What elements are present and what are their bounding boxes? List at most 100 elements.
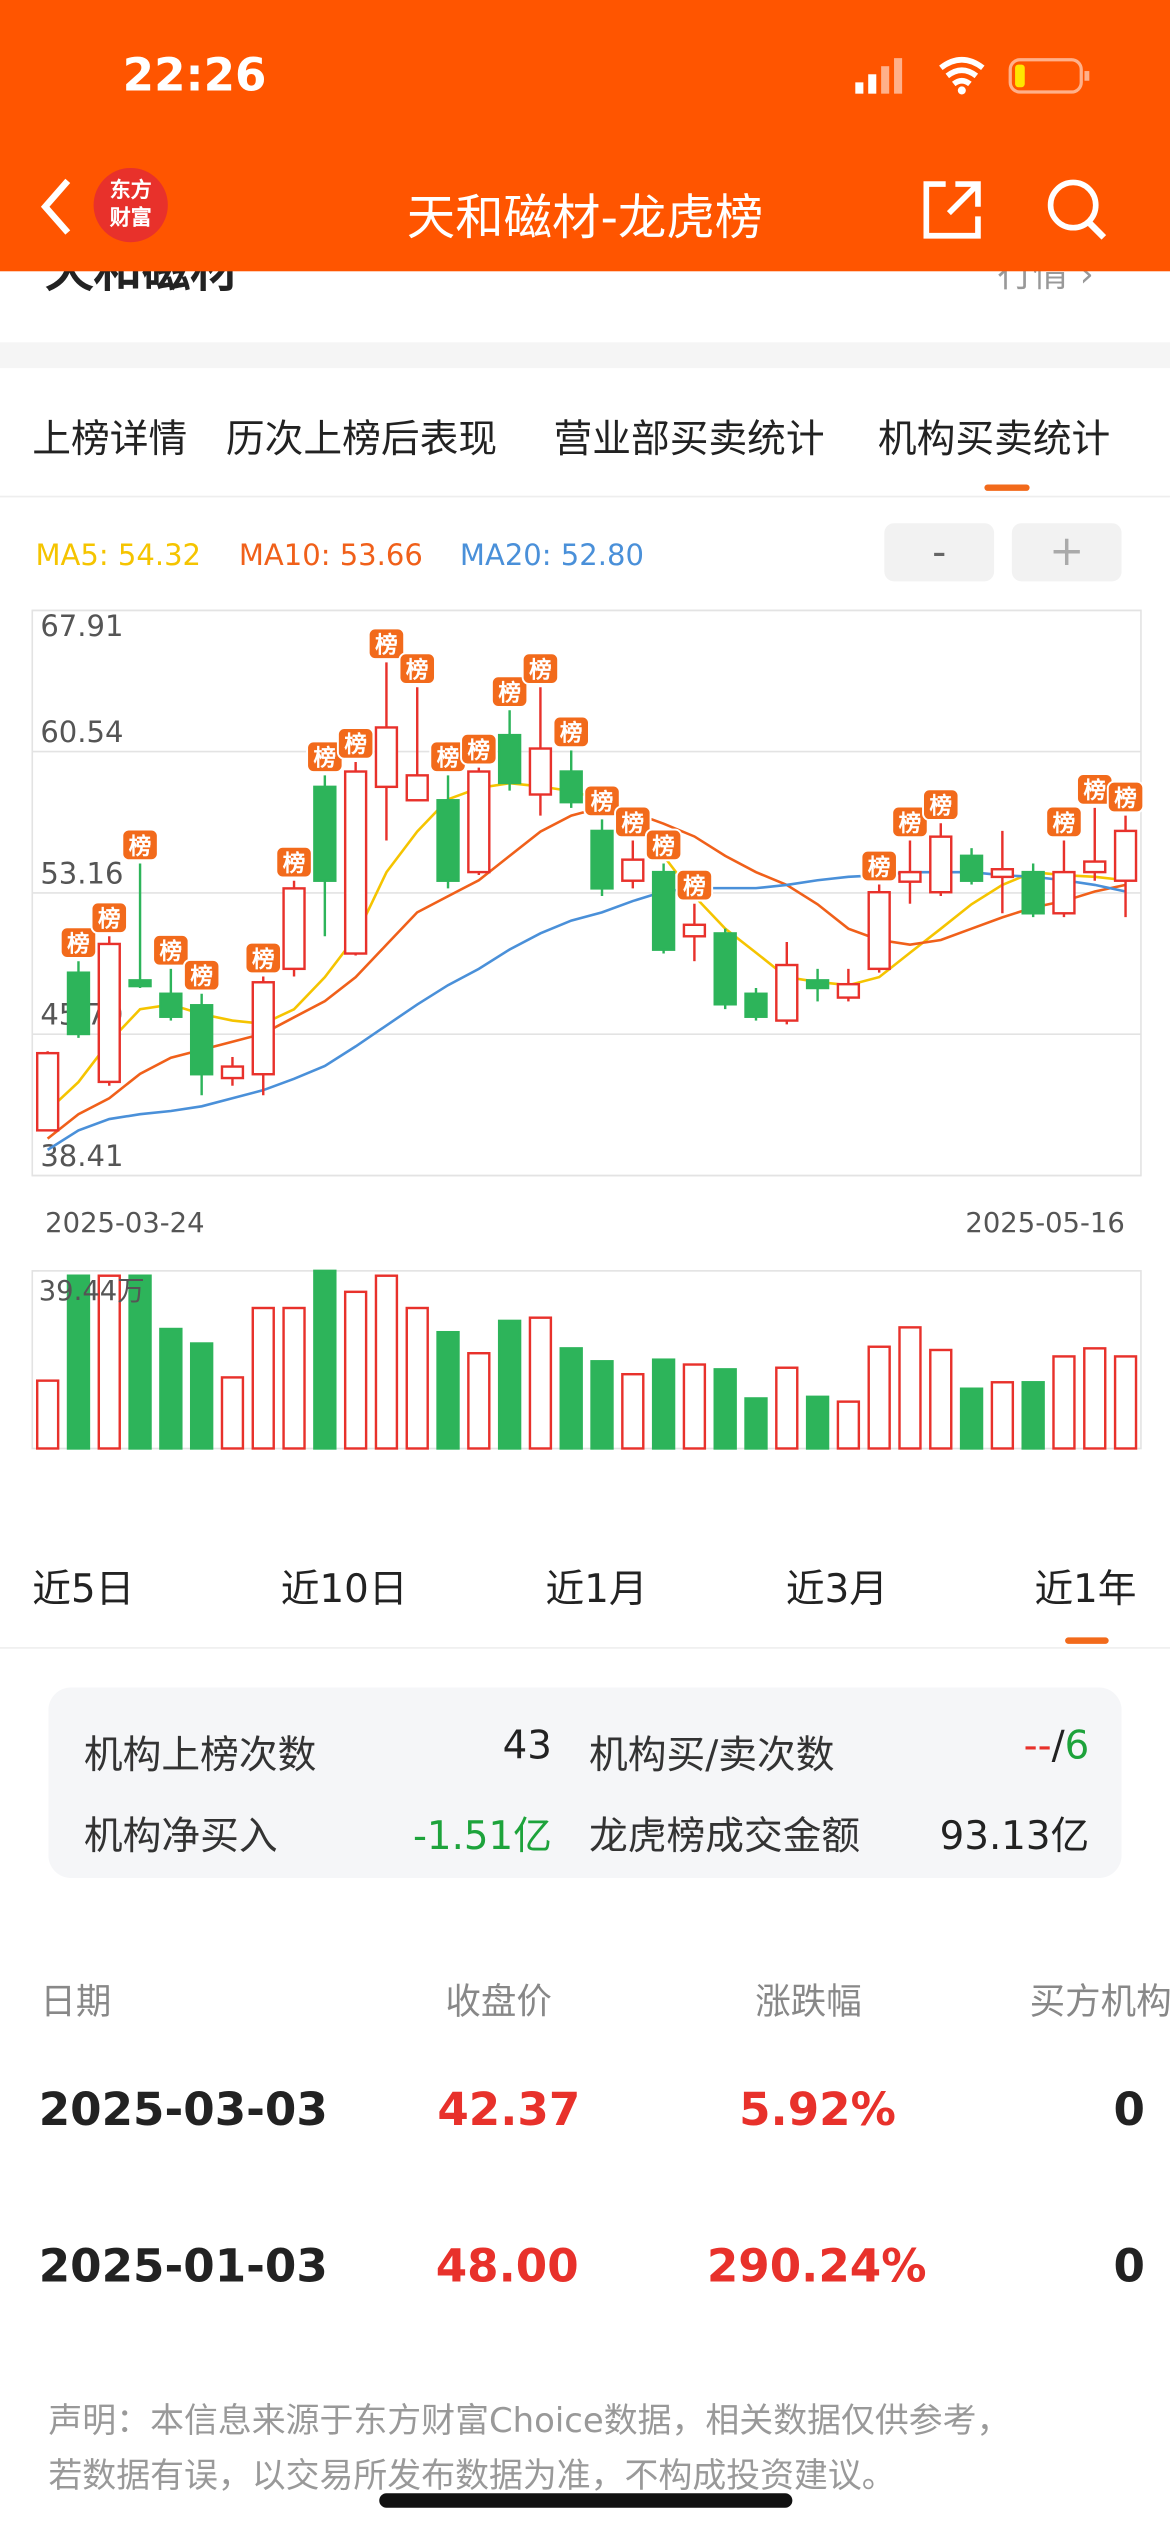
badge [644,828,683,862]
y-tick-label: 60.54 [40,715,123,749]
volume-bar [189,1342,214,1450]
wifi [939,56,985,87]
badge [891,805,929,839]
badge-text: 榜 [67,930,90,957]
volume-bar [682,1363,707,1450]
candle-body [682,923,707,938]
badge [1045,805,1083,839]
badge [922,788,960,821]
signal [868,74,877,94]
zoom-in[interactable]: + [1011,523,1122,582]
tab[interactable]: 机构买卖统计 [877,416,1111,462]
candle-body [97,942,121,1084]
badge [90,901,128,935]
volume-frame [31,1270,1142,1450]
badge-text: 榜 [929,793,952,820]
volume-bar [1083,1347,1107,1450]
period-tab[interactable]: 近1年 [1034,1566,1137,1612]
candle-body [467,770,491,874]
badge-text: 榜 [591,789,614,816]
wifi [957,86,966,95]
volume-bar [528,1316,553,1450]
badge-text: 榜 [314,745,337,772]
volume-bar [1021,1381,1045,1450]
signal [894,58,903,94]
tab[interactable]: 历次上榜后表现 [225,416,498,462]
badge-text: 榜 [1114,785,1137,812]
y-tick-label: 53.16 [40,856,123,890]
candle-body [744,992,768,1018]
volume-bar [436,1330,460,1450]
ma-legend: MA10: 53.66 [239,538,423,572]
divider-band [0,342,1170,369]
volume-bar [805,1395,830,1450]
x-label: 2025-05-16 [965,1208,1124,1239]
candle-body [867,891,891,971]
search-button[interactable] [1043,174,1114,245]
separator [0,1647,1170,1649]
candle-body [497,733,522,785]
candle-body [1021,870,1045,915]
candle-body [436,799,460,882]
period-tab[interactable]: 近5日 [32,1566,135,1612]
badge-text: 榜 [529,657,552,684]
tab[interactable]: 营业部买卖统计 [553,416,825,462]
candle-body [35,1051,60,1132]
volume-bar [867,1345,891,1450]
stat-label: 机构净买入 [83,1813,278,1859]
badge [275,845,313,879]
period-tab[interactable]: 近1月 [545,1566,648,1612]
candle-body [66,971,91,1036]
volume-bar [1113,1355,1138,1450]
badge [583,784,621,818]
period-tab[interactable]: 近10日 [280,1566,408,1612]
badge-text: 榜 [252,946,275,973]
candle-body [1052,870,1076,915]
volume-bar [959,1387,984,1450]
signal [855,82,864,94]
volume-bar [898,1326,922,1450]
tab[interactable]: 上榜详情 [32,416,188,462]
period-underline [1065,1637,1109,1644]
volume-bar [651,1358,676,1450]
badge-text: 榜 [129,833,152,860]
volume-bar [775,1366,799,1450]
ma-legend: MA20: 52.80 [460,538,644,572]
disclaimer: 声明：本信息来源于东方财富Choice数据，相关数据仅供参考， [48,2401,1011,2440]
stat-value: 93.13亿 [939,1813,1090,1859]
badge [336,727,375,760]
table-header: 涨跌幅 [755,1982,862,2024]
badge [121,828,159,862]
logo-text: 东方 [109,179,152,204]
candle-body [343,770,368,955]
separator-text: / [1051,1722,1065,1769]
share-button[interactable] [920,178,985,243]
separator [0,495,1170,498]
badge-text: 榜 [406,657,429,684]
badge-text: 榜 [375,632,398,659]
candle-body [159,992,183,1018]
badge-text: 榜 [283,850,306,877]
badge-text: 榜 [622,810,645,837]
stat-label: 机构上榜次数 [83,1732,317,1778]
volume-bar [343,1290,368,1450]
table-header: 日期 [40,1982,112,2024]
status-icons [855,56,1090,95]
period-tab[interactable]: 近3月 [785,1566,889,1612]
disclaimer: 若数据有误，以交易所发布数据为准，不构成投资建议。 [48,2456,896,2495]
candle-body [929,835,953,894]
back-button[interactable] [36,174,84,239]
candle-body [128,979,152,988]
zoom-out[interactable]: - [884,523,995,582]
stat-label: 机构买/卖次数 [589,1732,835,1778]
volume-bar [405,1306,429,1450]
volume-bar [559,1347,583,1450]
cell: 42.37 [437,2083,581,2137]
badge-text: 榜 [560,720,583,747]
badge-text: 榜 [160,938,183,965]
candle-body [528,747,553,796]
cell: 5.92% [739,2083,896,2137]
cell: 0 [1113,2083,1145,2137]
time: 22:26 [122,48,267,102]
table-header: 收盘价 [445,1982,552,2024]
